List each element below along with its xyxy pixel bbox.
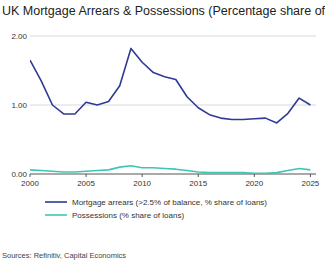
x-tick bbox=[86, 174, 87, 177]
legend-label: Possessions (% share of loans) bbox=[72, 211, 184, 220]
legend-swatch bbox=[45, 214, 67, 216]
x-tick bbox=[254, 174, 255, 177]
x-tick-label: 2015 bbox=[189, 179, 207, 188]
x-tick-label: 2020 bbox=[245, 179, 263, 188]
grid-line bbox=[30, 105, 316, 106]
line-series bbox=[30, 166, 310, 174]
legend-swatch bbox=[45, 201, 67, 203]
x-axis bbox=[30, 174, 316, 175]
x-tick bbox=[30, 174, 31, 177]
y-tick-label: 1.00 bbox=[11, 101, 27, 110]
x-tick bbox=[310, 174, 311, 177]
y-tick-label: 0.00 bbox=[11, 170, 27, 179]
legend-label: Mortgage arrears (>2.5% of balance, % sh… bbox=[72, 198, 267, 207]
x-tick bbox=[142, 174, 143, 177]
chart: UK Mortgage Arrears & Possessions (Perce… bbox=[0, 0, 325, 273]
series-group bbox=[30, 48, 310, 173]
x-tick-label: 2005 bbox=[77, 179, 95, 188]
title: UK Mortgage Arrears & Possessions (Perce… bbox=[2, 4, 325, 18]
x-tick-label: 2010 bbox=[133, 179, 151, 188]
y-tick-label: 2.00 bbox=[11, 32, 27, 41]
grid-line bbox=[30, 36, 316, 37]
x-tick bbox=[198, 174, 199, 177]
x-tick-label: 2025 bbox=[301, 179, 319, 188]
line-series bbox=[30, 48, 310, 123]
source: Sources: Refinitiv, Capital Economics bbox=[2, 251, 126, 260]
x-tick-label: 2000 bbox=[21, 179, 39, 188]
